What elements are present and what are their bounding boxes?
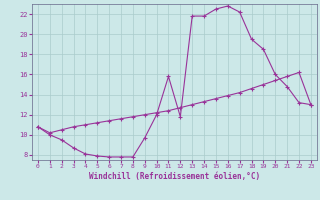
X-axis label: Windchill (Refroidissement éolien,°C): Windchill (Refroidissement éolien,°C)	[89, 172, 260, 181]
